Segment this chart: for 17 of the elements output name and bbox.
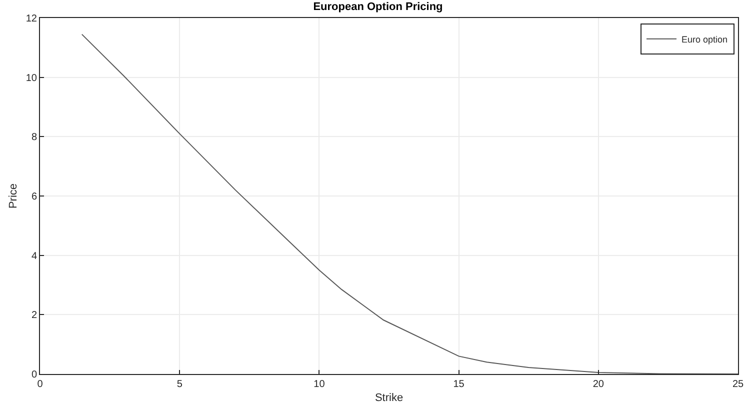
- x-tick-label: 15: [453, 379, 465, 390]
- legend-label: Euro option: [682, 34, 728, 44]
- x-tick-label: 10: [314, 379, 326, 390]
- y-tick-label: 8: [31, 132, 38, 144]
- line-series: [81, 34, 738, 374]
- y-tick-label: 10: [26, 72, 38, 84]
- x-axis-title: Strike: [374, 392, 404, 404]
- x-tick-label: 25: [732, 379, 744, 390]
- y-axis-title: Price: [8, 183, 20, 209]
- y-tick-label: 0: [31, 370, 38, 380]
- y-tick-label: 12: [26, 14, 38, 24]
- y-tick-label: 6: [31, 192, 38, 202]
- x-tick-label: 20: [592, 379, 604, 390]
- x-tick-label: 5: [176, 379, 183, 390]
- y-tick-label: 2: [31, 310, 38, 322]
- chart-title: European Option Pricing: [313, 0, 443, 13]
- y-tick-label: 4: [31, 250, 38, 262]
